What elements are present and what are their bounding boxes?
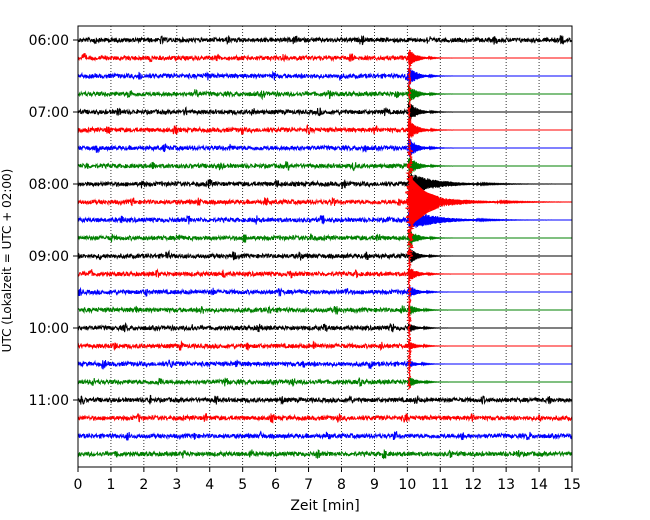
x-tick-label-1: 1 [106,477,115,493]
trace-row-12 [77,247,572,263]
trace-row-14 [77,286,572,298]
trace-row-22 [77,430,573,442]
trace-row-5 [77,120,572,141]
x-tick-label-4: 4 [205,477,214,493]
event-coda [408,175,440,230]
x-tick-label-12: 12 [464,477,482,493]
x-tick-label-11: 11 [431,477,449,493]
y-tick-label-07:00: 07:00 [29,105,69,121]
x-tick-label-5: 5 [238,477,247,493]
trace-row-21 [77,413,573,424]
y-tick-label-06:00: 06:00 [29,33,69,49]
trace-row-3 [77,85,572,103]
y-tick-label-11:00: 11:00 [29,393,69,409]
trace-row-4 [77,102,572,122]
trace-row-0 [77,34,573,46]
trace-layer [77,34,573,460]
x-tick-label-0: 0 [74,477,83,493]
tick-layer: 0 1 2 3 4 5 6 7 8 9 10 11 12 13 14 1506:0007:0008:0009:… [29,33,581,493]
y-tick-label-10:00: 10:00 [29,321,69,337]
y-axis-label: UTC (Lokalzeit = UTC + 02:00) [0,169,14,353]
trace-row-18 [77,359,572,370]
trace-row-8 [77,172,573,195]
x-axis-label: Zeit [min] [290,498,359,514]
trace-row-15 [77,305,572,315]
trace-row-7 [77,157,572,175]
trace-row-23 [77,448,573,460]
trace-row-10 [77,209,573,229]
x-tick-label-15: 15 [563,477,581,493]
trace-row-16 [77,322,572,333]
x-tick-label-13: 13 [497,477,515,493]
trace-row-2 [77,67,572,87]
x-tick-label-14: 14 [530,477,548,493]
trace-row-19 [77,376,572,388]
x-tick-label-2: 2 [139,477,148,493]
x-tick-label-6: 6 [271,477,280,493]
trace-row-9 [77,191,573,215]
x-tick-label-7: 7 [304,477,313,493]
x-tick-label-8: 8 [337,477,346,493]
trace-row-1 [77,51,572,66]
trace-row-20 [77,394,573,405]
y-tick-label-09:00: 09:00 [29,249,69,265]
trace-row-13 [77,267,572,281]
trace-row-11 [77,230,572,248]
x-tick-label-9: 9 [370,477,379,493]
x-tick-label-10: 10 [398,477,416,493]
trace-row-17 [77,339,572,352]
trace-row-6 [77,137,572,157]
plot-frame [77,25,573,468]
y-tick-label-08:00: 08:00 [29,177,69,193]
x-tick-label-3: 3 [172,477,181,493]
event-signal [405,49,440,390]
